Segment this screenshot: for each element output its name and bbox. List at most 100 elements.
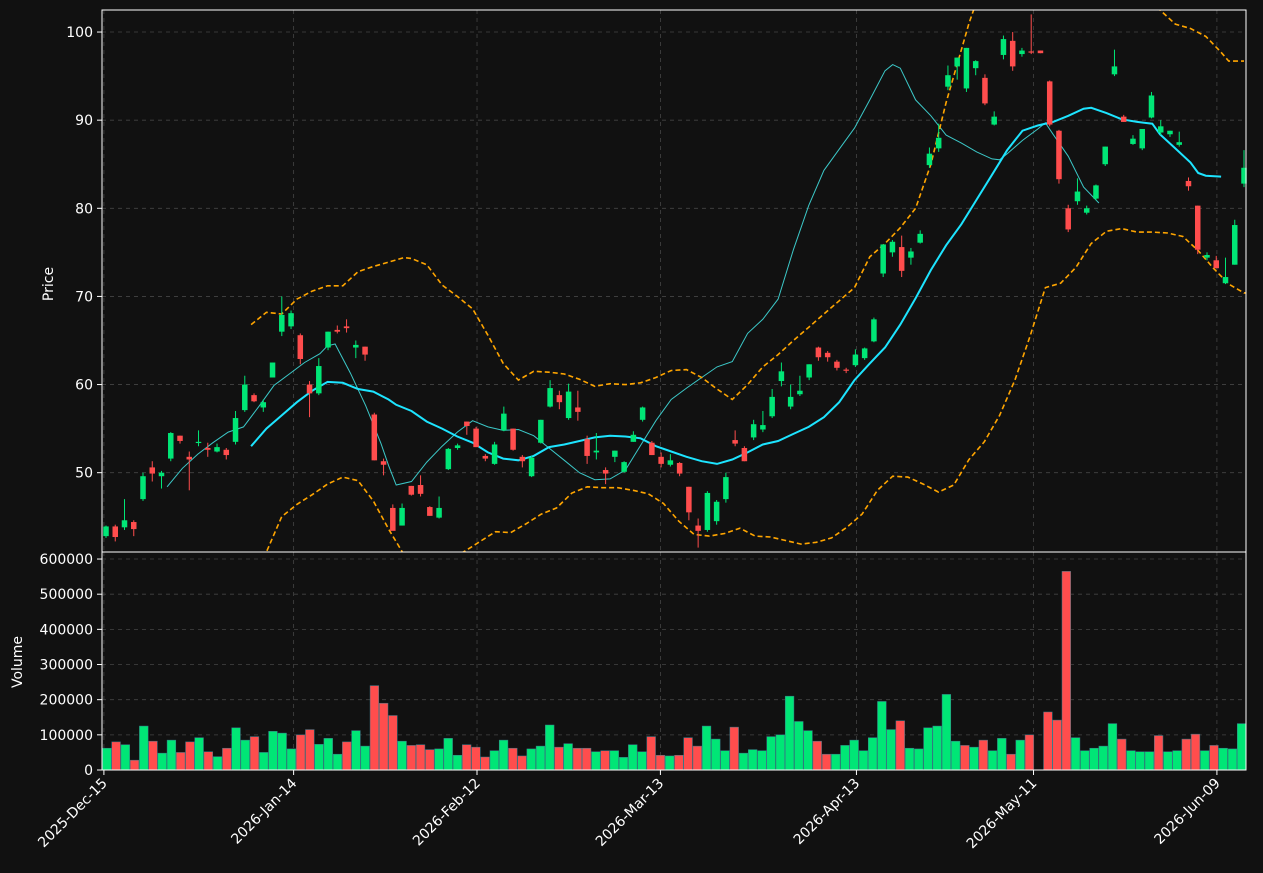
volume-bar xyxy=(397,740,407,771)
candle-body xyxy=(482,455,489,459)
candle-body xyxy=(1231,225,1238,265)
price-candles xyxy=(103,14,1247,548)
volume-bar xyxy=(231,727,241,771)
candle-body xyxy=(1111,66,1118,75)
volume-tick-label: 600000 xyxy=(40,552,93,568)
candle-body xyxy=(121,520,128,528)
volume-bar xyxy=(1135,751,1145,771)
volume-bar xyxy=(1089,747,1099,771)
volume-bar xyxy=(591,751,601,771)
candle-body xyxy=(658,456,664,464)
volume-bar xyxy=(369,685,380,771)
candle-body xyxy=(649,442,655,456)
volume-bar xyxy=(443,738,453,771)
volume-bar xyxy=(757,750,767,771)
candle-body xyxy=(1157,126,1164,133)
lower-band-line xyxy=(265,227,1246,552)
candle-body xyxy=(963,47,970,89)
volume-bar xyxy=(1190,733,1201,771)
volume-bar xyxy=(987,750,998,771)
volume-bar xyxy=(480,756,490,771)
candle-body xyxy=(140,476,146,500)
volume-bar xyxy=(148,740,158,771)
volume-bar xyxy=(295,734,306,771)
volume-bar xyxy=(1098,745,1108,771)
candle-body xyxy=(260,402,267,408)
candle-body xyxy=(1139,128,1145,149)
moving-average-slow-line xyxy=(250,106,1222,465)
volume-bar xyxy=(1015,739,1025,771)
volume-bar xyxy=(1144,751,1154,771)
candle-body xyxy=(741,448,748,462)
candle-body xyxy=(898,247,905,271)
volume-bar xyxy=(1043,711,1053,771)
candle-body xyxy=(473,428,479,448)
candle-body xyxy=(436,507,442,518)
volume-axis-ticks: 0 100000 200000 300000 400000 500000 600000 xyxy=(40,552,102,779)
candle-body xyxy=(778,371,785,382)
candle-body xyxy=(1093,185,1099,199)
candle-body xyxy=(593,450,600,453)
volume-bar xyxy=(960,745,970,771)
candle-body xyxy=(1167,130,1173,135)
volume-bar xyxy=(120,744,130,771)
candle-body xyxy=(1028,51,1034,53)
candle-body xyxy=(686,486,692,513)
volume-bar xyxy=(332,753,343,771)
volume-bar xyxy=(314,744,324,771)
candle-body xyxy=(501,413,507,431)
volume-bar xyxy=(637,751,647,771)
candle-body xyxy=(149,467,156,474)
candle-body xyxy=(926,153,933,166)
candle-body xyxy=(158,472,165,477)
volume-bar xyxy=(388,715,398,771)
volume-bar xyxy=(139,725,149,771)
candle-body xyxy=(871,319,877,342)
volume-bar xyxy=(508,747,518,771)
candle-body xyxy=(621,462,627,472)
candle-body xyxy=(1019,50,1025,55)
volume-bar xyxy=(849,739,859,771)
volume-bar xyxy=(563,743,573,771)
candle-body xyxy=(417,485,424,494)
candle-body xyxy=(815,347,822,358)
candle-body xyxy=(982,77,988,104)
candle-body xyxy=(1148,95,1155,118)
volume-bar xyxy=(212,756,223,771)
volume-bar xyxy=(240,739,250,771)
candle-body xyxy=(954,57,960,67)
volume-bar xyxy=(462,744,472,771)
volume-bar xyxy=(545,724,555,771)
volume-bar xyxy=(379,702,389,771)
volume-bar xyxy=(1107,723,1118,771)
volume-bar xyxy=(1181,738,1191,771)
upper-band-line xyxy=(250,10,1244,401)
volume-bar xyxy=(978,739,988,771)
candle-body xyxy=(806,364,812,378)
candle-body xyxy=(1000,39,1007,55)
candle-body xyxy=(288,313,294,327)
volume-bar xyxy=(600,750,610,771)
candle-body xyxy=(316,366,322,394)
candle-body xyxy=(279,314,285,332)
candle-body xyxy=(112,526,119,538)
candle-body xyxy=(205,448,211,450)
candle-body xyxy=(186,456,193,460)
volume-axis-title: Volume xyxy=(10,636,26,688)
candle-body xyxy=(676,462,683,474)
volume-bar xyxy=(904,747,915,771)
candle-body xyxy=(306,384,313,394)
volume-bar xyxy=(997,738,1007,771)
candle-body xyxy=(408,485,415,495)
volume-bar xyxy=(812,740,822,771)
candle-body xyxy=(362,346,368,355)
price-tick-label: 100 xyxy=(66,25,93,41)
candle-body xyxy=(695,525,701,531)
volume-bar xyxy=(305,729,315,771)
candle-body xyxy=(713,501,720,522)
volume-bar xyxy=(932,725,942,771)
volume-bar xyxy=(1080,750,1090,771)
volume-bar xyxy=(129,759,140,771)
volume-bar xyxy=(277,732,287,771)
candle-body xyxy=(251,395,257,402)
